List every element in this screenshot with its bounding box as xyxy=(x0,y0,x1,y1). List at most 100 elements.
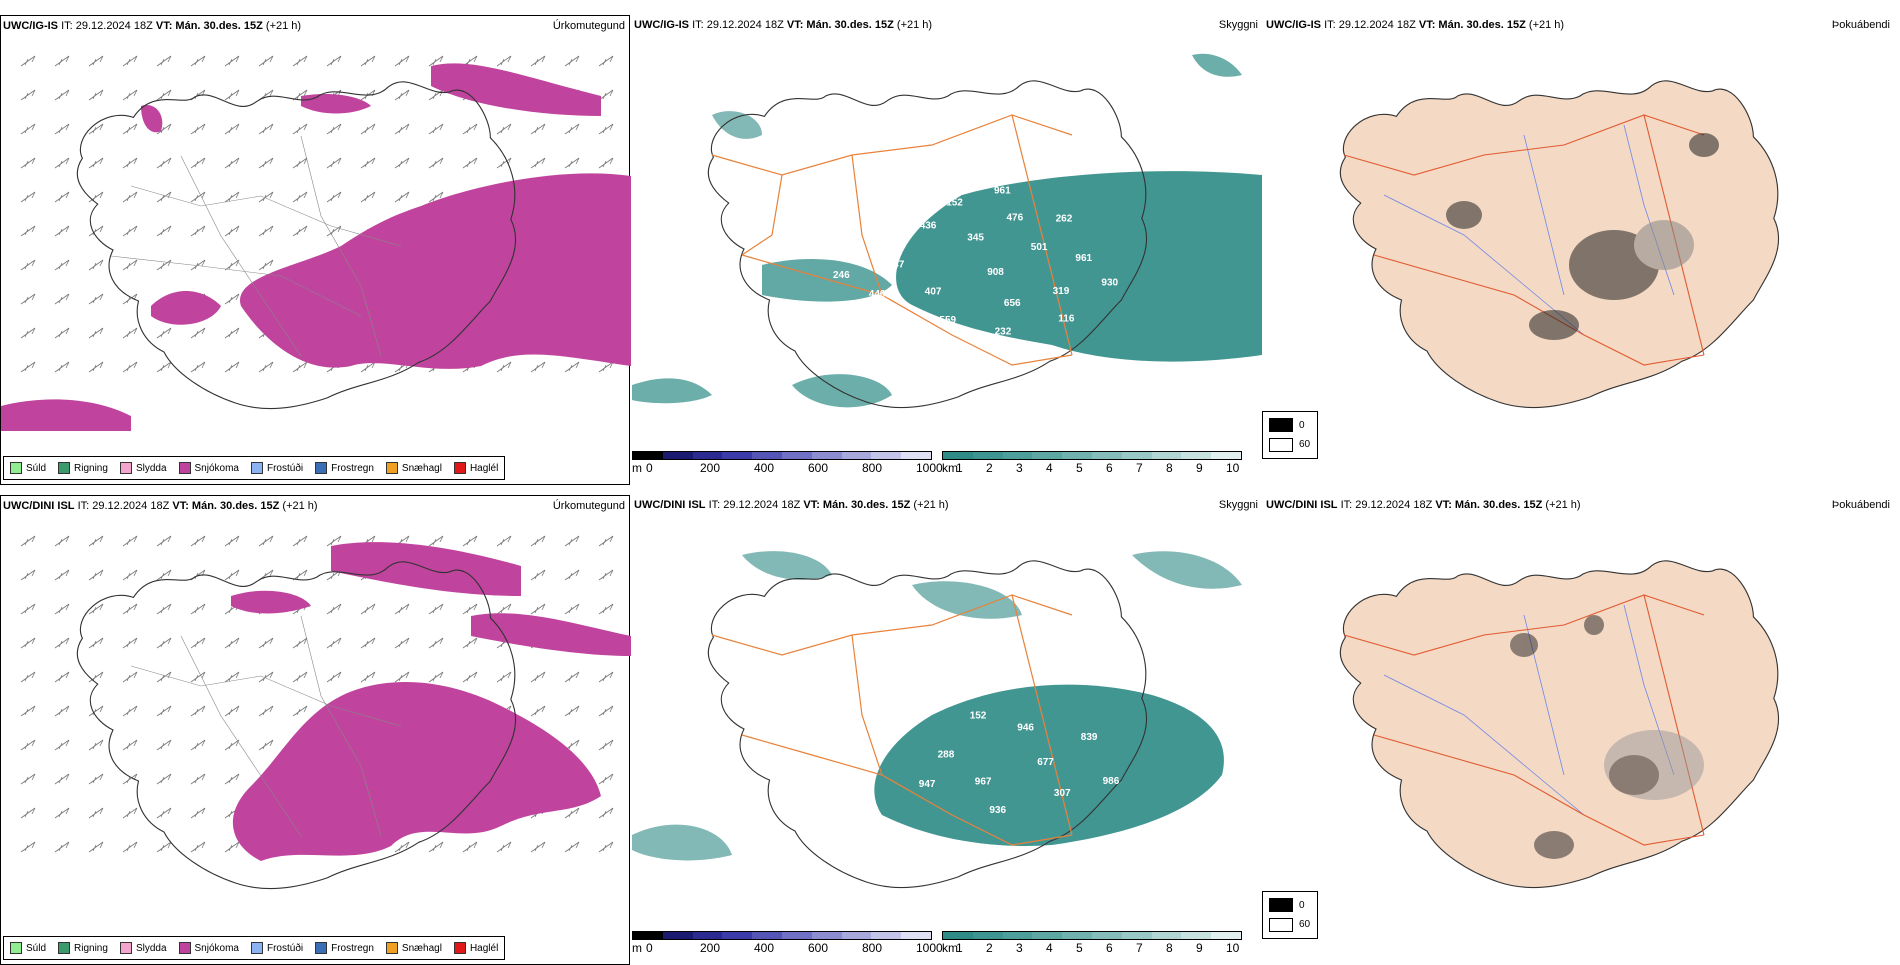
cloud-base-value: 967 xyxy=(975,777,992,788)
wind-barb xyxy=(530,535,546,547)
wind-barb xyxy=(20,293,36,305)
legend-item: Súld xyxy=(10,942,46,954)
colorbar-tick: 10 xyxy=(1226,941,1240,955)
wind-barb xyxy=(462,671,478,683)
wind-barb xyxy=(20,603,36,615)
visibility-area xyxy=(712,111,762,139)
legend-swatch xyxy=(58,942,71,954)
wind-barb xyxy=(54,841,70,853)
wind-barb xyxy=(394,157,410,169)
wind-barb xyxy=(428,157,444,169)
panel-title: Úrkomutegund xyxy=(552,20,625,32)
wind-barb xyxy=(496,361,512,373)
cloud-visibility-map: 908 407 345 656 547 501 559 436 319 440 476 232 372 9… xyxy=(632,53,1262,409)
wind-barb xyxy=(530,157,546,169)
colorbar-tick: 2 xyxy=(986,461,993,475)
panel-header: UWC/IG-IS IT: 29.12.2024 18Z VT: Mán. 30… xyxy=(1,16,629,36)
cloud-base-value: 943 xyxy=(844,314,861,325)
snow-area xyxy=(431,63,601,116)
wind-barb xyxy=(360,637,376,649)
wind-barb xyxy=(190,55,206,67)
wind-barb xyxy=(258,535,274,547)
legend-swatch xyxy=(250,942,263,954)
wind-barb xyxy=(598,739,614,751)
wind-barb xyxy=(496,671,512,683)
visibility-area xyxy=(1132,551,1242,589)
wind-barb xyxy=(54,191,70,203)
cloud-base-value: 152 xyxy=(970,710,987,721)
wind-barb xyxy=(54,259,70,271)
wind-barb xyxy=(224,327,240,339)
wind-barb xyxy=(224,259,240,271)
cloud-base-value: 947 xyxy=(919,779,936,790)
precip-type-panel-row2: UWC/DINI ISL IT: 29.12.2024 18Z VT: Mán.… xyxy=(0,495,631,965)
wind-barb xyxy=(122,739,138,751)
wind-barb xyxy=(224,225,240,237)
cloud-base-value: 839 xyxy=(1081,732,1098,743)
wind-barb xyxy=(88,535,104,547)
cloud-base-value: 319 xyxy=(1053,286,1070,297)
wind-barb xyxy=(292,89,308,101)
legend-swatch xyxy=(315,942,328,954)
model-name: UWC/IG-IS xyxy=(634,19,689,31)
wind-barb xyxy=(156,705,172,717)
wind-barb xyxy=(598,535,614,547)
cloud-base-value: 930 xyxy=(1101,278,1118,289)
wind-barb xyxy=(224,773,240,785)
panel-header: UWC/DINI ISL IT: 29.12.2024 18Z VT: Mán.… xyxy=(1264,495,1894,515)
wind-barb xyxy=(394,637,410,649)
wind-barb xyxy=(20,535,36,547)
cloud-base-value: 246 xyxy=(833,270,850,281)
wind-barb xyxy=(496,841,512,853)
legend-label: Haglél xyxy=(469,462,499,474)
wind-barb xyxy=(598,841,614,853)
wind-barb xyxy=(54,55,70,67)
colorbar-unit: m xyxy=(632,941,642,955)
init-time: IT: 29.12.2024 18Z xyxy=(77,500,170,512)
wind-barb xyxy=(530,569,546,581)
wind-barb xyxy=(190,637,206,649)
wind-barb xyxy=(122,157,138,169)
wind-barb xyxy=(88,773,104,785)
wind-barb xyxy=(20,705,36,717)
snow-area xyxy=(151,291,221,325)
wind-barb xyxy=(88,739,104,751)
lead-time: (+21 h) xyxy=(265,20,302,32)
legend-label: Súld xyxy=(26,942,47,954)
wind-barb xyxy=(326,225,342,237)
wind-barb xyxy=(394,191,410,203)
wind-barb xyxy=(360,671,376,683)
wind-barb xyxy=(156,603,172,615)
wind-barb xyxy=(88,89,104,101)
wind-barb xyxy=(258,361,274,373)
wind-barb xyxy=(190,123,206,135)
wind-barb xyxy=(326,637,342,649)
visibility-area xyxy=(896,171,1262,362)
colorbar-tick: 2 xyxy=(986,941,993,955)
fog-index-map xyxy=(1339,560,1780,889)
valid-time: VT: Mán. 30.des. 15Z xyxy=(1418,19,1526,31)
wind-barb xyxy=(122,807,138,819)
wind-barb xyxy=(54,807,70,819)
wind-barb xyxy=(496,55,512,67)
visibility-area xyxy=(632,824,732,861)
cloud-base-value: 677 xyxy=(1037,757,1054,768)
init-time: IT: 29.12.2024 18Z xyxy=(692,19,784,31)
wind-barb xyxy=(88,259,104,271)
lead-time: (+21 h) xyxy=(1528,19,1565,31)
panel-title: Skyggni xyxy=(1218,19,1258,31)
legend-item: Haglél xyxy=(453,462,499,474)
panel-title: Þokuábendi xyxy=(1831,19,1890,31)
cloud-base-panel-row1: UWC/IG-IS IT: 29.12.2024 18Z VT: Mán. 30… xyxy=(632,15,1318,485)
wind-barb xyxy=(122,671,138,683)
wind-barb xyxy=(54,569,70,581)
cloud-base-value: 547 xyxy=(888,260,905,271)
wind-barb xyxy=(258,637,274,649)
wind-barb xyxy=(258,225,274,237)
wind-barb xyxy=(20,807,36,819)
cloud-base-value: 656 xyxy=(1004,298,1021,309)
colorbar-unit: km xyxy=(942,461,958,475)
wind-barb xyxy=(428,191,444,203)
cloud-base-value: 436 xyxy=(920,220,937,231)
legend-swatch xyxy=(10,942,22,954)
